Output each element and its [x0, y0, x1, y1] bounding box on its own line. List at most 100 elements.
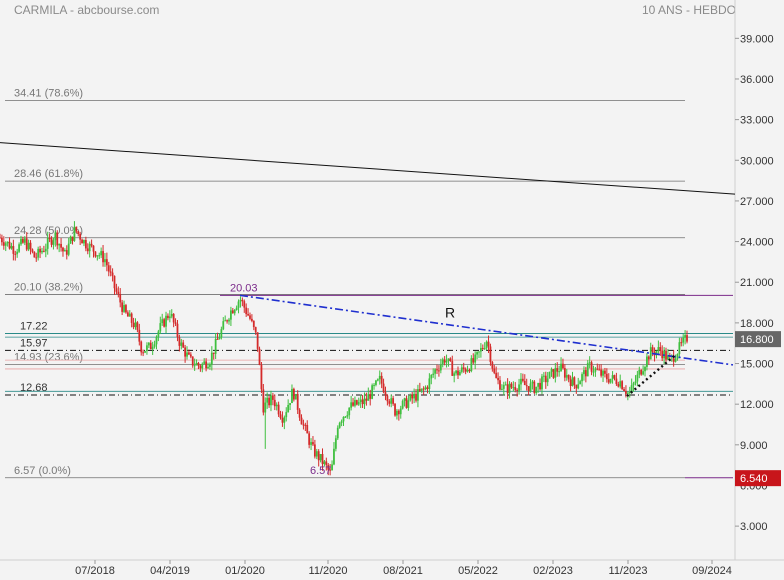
candle-body — [1, 237, 3, 243]
candle-body — [355, 400, 358, 405]
candle-body — [481, 347, 484, 349]
candle-body — [598, 369, 601, 371]
candle-body — [638, 369, 641, 375]
candle-body — [472, 358, 475, 363]
candle-body — [315, 451, 318, 457]
candle-body — [649, 347, 652, 360]
candle-body — [354, 400, 356, 406]
candle-body — [575, 384, 578, 389]
candle-body — [441, 359, 444, 365]
candle-body — [525, 385, 528, 387]
candle-body — [502, 385, 505, 389]
candle-body — [209, 364, 211, 367]
candle-body — [457, 370, 459, 376]
candle-body — [98, 255, 101, 257]
candle-body — [523, 380, 526, 386]
candle-body — [600, 369, 603, 376]
candle-body — [678, 342, 681, 355]
candle-body — [296, 394, 299, 410]
candle-body — [134, 322, 137, 328]
candle-body — [476, 351, 478, 355]
y-tick-label: 3.000 — [740, 521, 768, 533]
fib-level-label: 24.28 (50.0%) — [14, 225, 83, 237]
candle-body — [367, 394, 370, 401]
y-tick-label: 24.000 — [740, 237, 774, 249]
candle-body — [357, 402, 360, 405]
candle-body — [292, 388, 295, 400]
candle-body — [81, 239, 83, 244]
candle-body — [415, 393, 417, 401]
y-tick-label: 9.000 — [740, 440, 768, 452]
candle-body — [128, 313, 131, 317]
candle-body — [615, 378, 618, 385]
candle-body — [256, 332, 259, 349]
candle-body — [376, 379, 379, 381]
candle-body — [121, 302, 124, 312]
candle-body — [539, 382, 541, 390]
candle-body — [338, 422, 341, 428]
candle-body — [392, 398, 395, 404]
candle-body — [684, 335, 686, 338]
candle-body — [73, 226, 76, 241]
candle-body — [661, 350, 664, 359]
candle-body — [119, 294, 122, 303]
candle-body — [562, 363, 564, 369]
candle-body — [262, 389, 265, 413]
candle-body — [605, 373, 608, 380]
candle-body — [336, 427, 339, 439]
candle-body — [172, 313, 175, 323]
candle-body — [245, 307, 248, 315]
candle-body — [346, 415, 349, 417]
candle-body — [31, 249, 34, 252]
candle-body — [417, 389, 419, 401]
candle-body — [195, 362, 198, 366]
y-tick-label: 21.000 — [740, 277, 774, 289]
fib-level-label: 28.46 (61.8%) — [14, 168, 83, 180]
candle-body — [672, 355, 675, 362]
candle-body — [167, 315, 169, 319]
candle-body — [18, 244, 20, 252]
candle-body — [308, 433, 311, 445]
candle-body — [216, 338, 219, 340]
candle-body — [361, 399, 364, 405]
candle-body — [493, 368, 496, 373]
x-tick-label: 09/2024 — [692, 565, 732, 577]
candle-body — [146, 345, 148, 352]
candle-body — [23, 238, 26, 243]
candle-body — [37, 248, 40, 258]
candle-body — [485, 341, 488, 349]
y-tick-label: 18.000 — [740, 318, 774, 330]
x-tick-label: 11/2020 — [309, 565, 348, 577]
candle-body — [79, 233, 82, 240]
candle-body — [96, 255, 99, 257]
candle-body — [65, 250, 68, 255]
candle-body — [159, 323, 162, 332]
candle-body — [552, 369, 555, 378]
candle-body — [573, 377, 576, 385]
candle-body — [46, 237, 49, 249]
fib-level-label: 14.93 (23.6%) — [14, 351, 83, 363]
candle-body — [285, 412, 288, 418]
candle-body — [422, 388, 425, 390]
candle-body — [434, 369, 436, 374]
candle-body — [260, 364, 263, 390]
x-tick-label: 08/2021 — [383, 565, 423, 577]
candle-body — [647, 356, 650, 360]
candle-body — [191, 356, 194, 366]
candle-body — [237, 301, 240, 308]
candle-body — [247, 314, 249, 316]
candle-body — [39, 248, 41, 253]
candle-body — [676, 354, 679, 359]
candle-body — [125, 305, 127, 313]
candle-body — [535, 386, 538, 393]
candle-body — [424, 387, 427, 390]
y-tick-label: 33.000 — [740, 115, 774, 127]
candle-body — [655, 351, 658, 356]
candle-body — [518, 384, 520, 391]
candle-body — [231, 310, 234, 314]
candle-body — [268, 397, 270, 406]
candle-body — [58, 243, 61, 246]
candle-body — [451, 361, 454, 376]
candle-body — [52, 240, 55, 245]
